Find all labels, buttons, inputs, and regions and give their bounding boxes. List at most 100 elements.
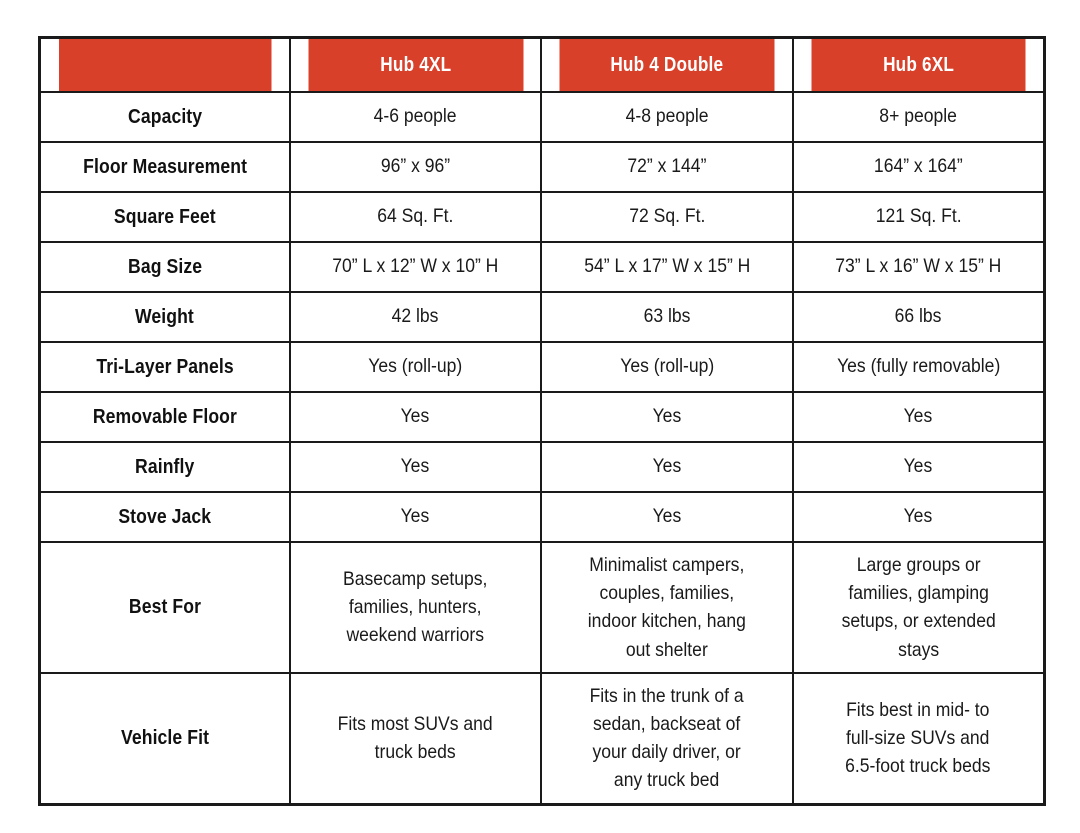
cell-value-text: Basecamp setups, families, hunters, week… (343, 567, 488, 647)
row-label-text: Removable Floor (92, 405, 237, 428)
table-cell: Yes (791, 441, 1046, 493)
cell-value-text: 70” L x 12” W x 10” H (332, 255, 499, 278)
cell-value-text: 72 Sq. Ft. (628, 205, 705, 228)
cell-value-text: 64 Sq. Ft. (377, 205, 454, 228)
cell-value-text: 164” x 164” (873, 155, 963, 178)
table-cell: Basecamp setups, families, hunters, week… (288, 541, 543, 674)
cell-value-text: Yes (903, 455, 933, 478)
row-label-cell: Best For (38, 541, 291, 674)
table-cell: Yes (roll-up) (288, 341, 543, 393)
table-cell: Yes (540, 391, 794, 443)
cell-value-text: Fits best in mid- to full-size SUVs and … (845, 698, 991, 778)
cell-value-text: Yes (903, 505, 933, 528)
row-label-cell: Bag Size (38, 241, 291, 293)
row-label-text: Tri-Layer Panels (96, 355, 234, 378)
cell-value-text: Yes (652, 505, 682, 528)
table-cell: Yes (540, 441, 794, 493)
cell-value-text: 96” x 96” (380, 155, 450, 178)
cell-value-text: 4-8 people (625, 105, 709, 128)
row-label-text: Capacity (127, 105, 202, 128)
row-label-cell: Capacity (38, 91, 291, 143)
row-label-text: Bag Size (127, 255, 202, 278)
table-cell: Minimalist campers, couples, families, i… (540, 541, 794, 674)
cell-value-text: 121 Sq. Ft. (875, 205, 962, 228)
table-cell: 73” L x 16” W x 15” H (791, 241, 1046, 293)
cell-value-text: Yes (fully removable) (836, 355, 1000, 378)
row-label-cell: Floor Measurement (38, 141, 291, 193)
table-cell: Yes (288, 391, 543, 443)
table-cell: 66 lbs (791, 291, 1046, 343)
header-label-hub-4xl: Hub 4XL (379, 53, 451, 76)
table-cell: Yes (roll-up) (540, 341, 794, 393)
table-row: Tri-Layer Panels Yes (roll-up) Yes (roll-u… (38, 341, 1046, 393)
table-header: Hub 4XL Hub 4 Double Hub 6XL (40, 36, 1045, 93)
header-label-hub-4-double: Hub 4 Double (610, 53, 724, 76)
cell-value-text: Yes (roll-up) (619, 355, 714, 378)
table-row: Capacity 4-6 people 4-8 people 8+ people (38, 91, 1046, 143)
row-label-text: Square Feet (113, 205, 216, 228)
table-cell: 70” L x 12” W x 10” H (288, 241, 543, 293)
table-cell: Yes (fully removable) (791, 341, 1046, 393)
header-cell-hub-6xl: Hub 6XL (809, 36, 1028, 93)
table-cell: 164” x 164” (791, 141, 1046, 193)
table-cell: Fits best in mid- to full-size SUVs and … (791, 672, 1046, 805)
header-cell-hub-4-double: Hub 4 Double (557, 36, 776, 93)
table-cell: 72” x 144” (540, 141, 794, 193)
table-cell: 4-8 people (540, 91, 794, 143)
cell-value-text: Yes (400, 505, 430, 528)
table-row: Vehicle Fit Fits most SUVs and truck beds… (38, 672, 1046, 805)
table-row: Rainfly Yes Yes Yes (38, 441, 1046, 493)
cell-value-text: Yes (400, 405, 430, 428)
cell-value-text: Yes (roll-up) (368, 355, 463, 378)
cell-value-text: Yes (903, 405, 933, 428)
cell-value-text: 66 lbs (894, 305, 942, 328)
header-cell-hub-4xl: Hub 4XL (306, 36, 525, 93)
table-row: Best For Basecamp setups, families, hunte… (38, 541, 1046, 674)
cell-value-text: 63 lbs (643, 305, 691, 328)
row-label-cell: Square Feet (38, 191, 291, 243)
row-label-text: Vehicle Fit (120, 726, 209, 749)
cell-value-text: 42 lbs (391, 305, 439, 328)
row-label-cell: Weight (38, 291, 291, 343)
table-cell: 96” x 96” (288, 141, 543, 193)
cell-value-text: Minimalist campers, couples, families, i… (587, 553, 746, 661)
table-cell: 72 Sq. Ft. (540, 191, 794, 243)
header-cell-blank (56, 36, 273, 93)
table-row: Bag Size 70” L x 12” W x 10” H 54” L x 17”… (38, 241, 1046, 293)
cell-value-text: Fits in the trunk of a sedan, backseat o… (589, 684, 744, 792)
table-body: Capacity 4-6 people 4-8 people 8+ people Flo… (38, 91, 1046, 805)
row-label-cell: Tri-Layer Panels (38, 341, 291, 393)
product-comparison-table: Hub 4XL Hub 4 Double Hub 6XL Capacity 4-6… (38, 36, 1046, 806)
table-row: Square Feet 64 Sq. Ft. 72 Sq. Ft. 121 Sq. F… (38, 191, 1046, 243)
cell-value-text: Large groups or families, glamping setup… (841, 553, 996, 661)
table-cell: Yes (288, 441, 543, 493)
table-row: Weight 42 lbs 63 lbs 66 lbs (38, 291, 1046, 343)
row-label-cell: Rainfly (38, 441, 291, 493)
table-cell: 4-6 people (288, 91, 543, 143)
cell-value-text: 73” L x 16” W x 15” H (835, 255, 1002, 278)
cell-value-text: 54” L x 17” W x 15” H (583, 255, 750, 278)
table-cell: 42 lbs (288, 291, 543, 343)
comparison-table-container: Hub 4XL Hub 4 Double Hub 6XL Capacity 4-6… (38, 36, 1046, 806)
row-label-cell: Stove Jack (38, 491, 291, 543)
table-cell: 64 Sq. Ft. (288, 191, 543, 243)
row-label-cell: Vehicle Fit (38, 672, 291, 805)
table-cell: Fits in the trunk of a sedan, backseat o… (540, 672, 794, 805)
table-cell: Yes (540, 491, 794, 543)
table-cell: Yes (791, 491, 1046, 543)
table-cell: Large groups or families, glamping setup… (791, 541, 1046, 674)
table-cell: Yes (288, 491, 543, 543)
cell-value-text: 72” x 144” (627, 155, 707, 178)
table-cell: 121 Sq. Ft. (791, 191, 1046, 243)
row-label-text: Stove Jack (118, 505, 212, 528)
header-label-hub-6xl: Hub 6XL (882, 53, 954, 76)
cell-value-text: Yes (652, 455, 682, 478)
cell-value-text: 8+ people (879, 105, 958, 128)
table-cell: Fits most SUVs and truck beds (288, 672, 543, 805)
table-row: Stove Jack Yes Yes Yes (38, 491, 1046, 543)
table-cell: Yes (791, 391, 1046, 443)
cell-value-text: 4-6 people (373, 105, 457, 128)
table-cell: 63 lbs (540, 291, 794, 343)
cell-value-text: Yes (652, 405, 682, 428)
table-cell: 8+ people (791, 91, 1046, 143)
